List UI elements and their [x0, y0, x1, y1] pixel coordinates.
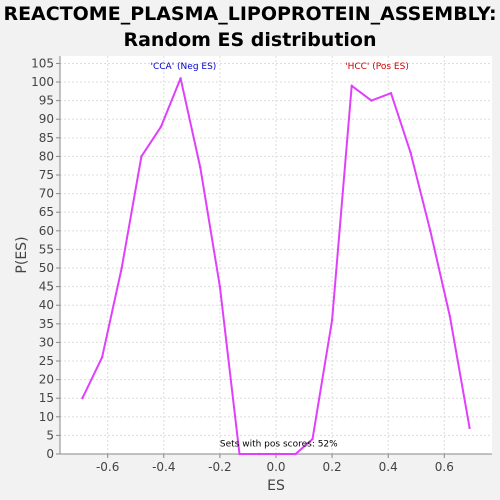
data-point	[199, 166, 202, 169]
x-tick-label: -0.2	[208, 460, 231, 474]
data-point	[389, 91, 393, 95]
data-point	[140, 155, 143, 158]
y-tick-label: 35	[39, 317, 54, 331]
y-tick-label: 40	[39, 298, 54, 312]
y-tick-label: 80	[39, 149, 54, 163]
y-tick-label: 45	[39, 280, 54, 294]
plot-area	[60, 56, 492, 454]
data-point	[218, 285, 222, 288]
y-tick-label: 95	[39, 94, 54, 108]
data-point	[257, 452, 261, 456]
y-tick-label: 50	[39, 261, 54, 275]
data-point	[238, 452, 241, 456]
y-tick-label: 100	[31, 75, 54, 89]
data-point	[409, 151, 412, 154]
data-point	[81, 397, 84, 400]
y-tick-label: 70	[39, 187, 54, 201]
data-point	[330, 318, 334, 322]
x-axis-label: ES	[267, 478, 285, 494]
chart-subtitle: Random ES distribution	[123, 29, 376, 51]
x-tick-label: 0.4	[379, 460, 398, 474]
data-point	[370, 99, 373, 102]
data-point	[350, 84, 353, 87]
x-tick-label: 0.2	[323, 460, 342, 474]
series-layer	[81, 77, 471, 456]
data-point	[159, 125, 163, 128]
y-tick-label: 5	[46, 428, 54, 442]
data-point	[294, 452, 297, 456]
data-point	[179, 77, 182, 80]
annotation-label: Sets with pos scores: 52%	[220, 440, 338, 450]
y-tick-label: 55	[39, 242, 54, 256]
data-point	[429, 229, 432, 233]
y-axis-label: P(ES)	[14, 236, 30, 273]
data-point	[311, 437, 314, 441]
grid	[60, 56, 492, 455]
annotation-label: 'HCC' (Pos ES)	[345, 62, 409, 72]
data-point	[100, 356, 104, 359]
y-tick-label: 15	[39, 391, 54, 405]
chart-title: REACTOME_PLASMA_LIPOPROTEIN_ASSEMBLY:	[3, 3, 496, 25]
data-point	[448, 315, 452, 318]
annotations: 'CCA' (Neg ES) 'HCC' (Pos ES) Sets with po…	[151, 62, 409, 450]
x-tick-label: 0.0	[266, 460, 285, 474]
annotation-label: 'CCA' (Neg ES)	[151, 62, 217, 72]
y-tick-label: 60	[39, 224, 54, 238]
y-tick-label: 10	[39, 410, 54, 424]
y-tick-label: 75	[39, 168, 54, 182]
y-tick-label: 25	[39, 354, 54, 368]
x-tick-label: -0.6	[96, 460, 119, 474]
x-tick-label: 0.6	[435, 460, 454, 474]
y-tick-label: 20	[39, 373, 54, 387]
data-point	[277, 452, 281, 456]
x-tick-label: -0.4	[152, 460, 175, 474]
y-tick-label: 85	[39, 131, 54, 145]
y-tick-label: 105	[31, 56, 54, 70]
y-tick-label: 30	[39, 335, 54, 349]
y-tick-label: 0	[46, 447, 54, 461]
data-point	[120, 266, 123, 270]
y-axis-ticks: 0 5 10 15 20 25 30 35 40 45 50 55 60 65 70 75 80 85 90 95 10…	[31, 56, 60, 461]
y-tick-label: 90	[39, 112, 54, 126]
y-tick-label: 65	[39, 205, 54, 219]
data-point	[468, 426, 471, 430]
x-axis-ticks: -0.6 -0.4 -0.2 0.0 0.2 0.4 0.6	[96, 454, 454, 474]
